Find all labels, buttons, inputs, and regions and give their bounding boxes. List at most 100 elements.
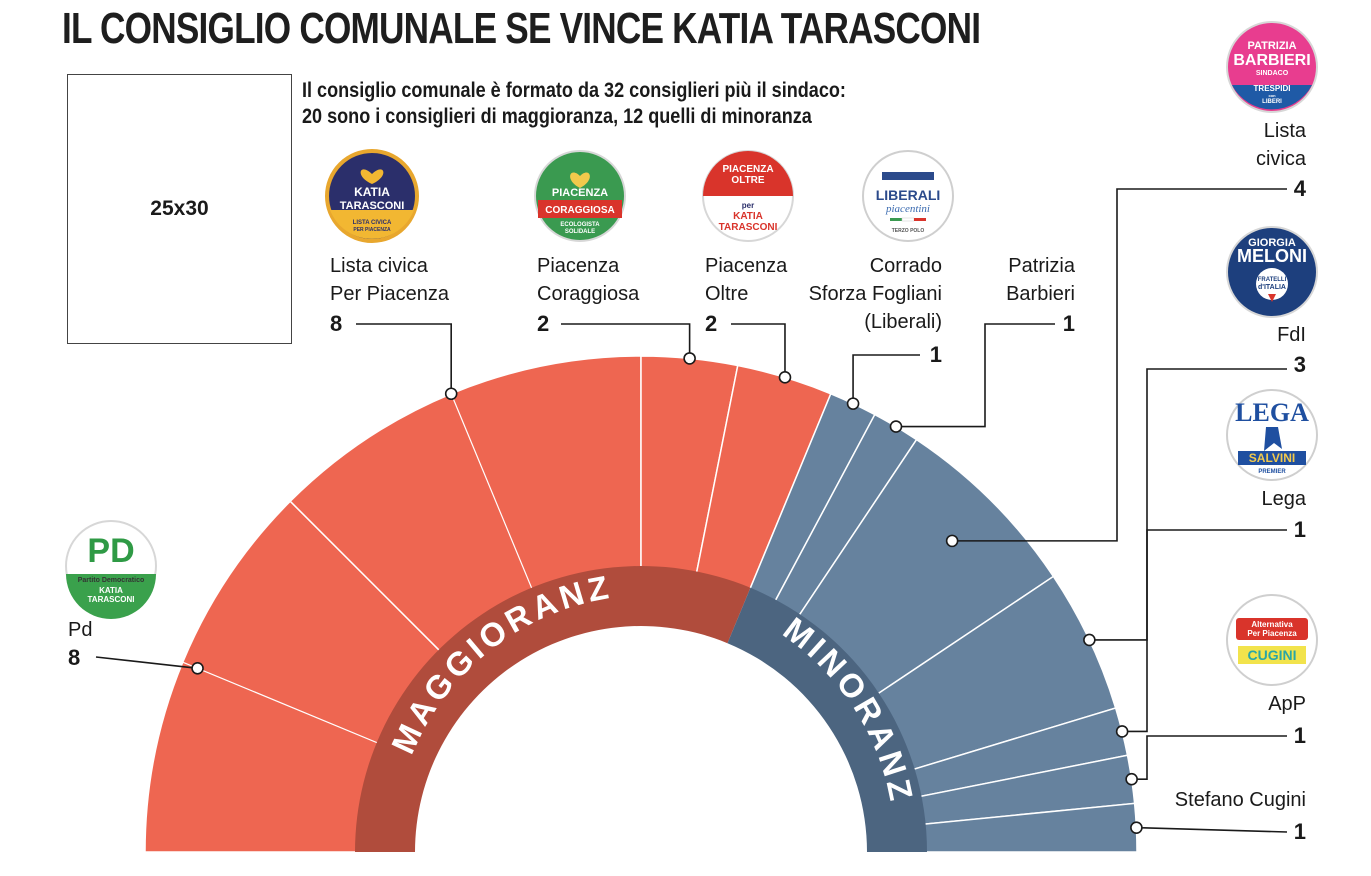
callout-line-2	[561, 323, 691, 359]
party-label-6-line-0: Lista	[1264, 120, 1307, 142]
party-label-4-line-1: Sforza Fogliani	[809, 283, 942, 305]
photo-placeholder: 25x30	[67, 74, 292, 344]
svg-text:PIACENZA: PIACENZA	[552, 187, 608, 199]
party-label-4-line-2: (Liberali)	[864, 311, 942, 333]
svg-text:OLTRE: OLTRE	[731, 175, 764, 186]
band-minority	[727, 587, 927, 852]
callout-line-0	[95, 656, 198, 670]
svg-text:SOLIDALE: SOLIDALE	[565, 229, 595, 235]
svg-text:LIBERI: LIBERI	[1262, 99, 1282, 105]
party-label-4-line-0: Corrado	[870, 255, 942, 277]
svg-text:TARASCONI: TARASCONI	[88, 595, 135, 604]
party-seats-1: 8	[330, 311, 342, 336]
party-label-10-line-0: Stefano Cugini	[1175, 789, 1306, 811]
callout-line-1	[356, 323, 452, 394]
callout-dot-10	[1130, 821, 1143, 834]
callout-line-4	[852, 354, 920, 404]
svg-text:CORAGGIOSA: CORAGGIOSA	[545, 205, 614, 216]
lega-logo: LEGA SALVINI PREMIER	[1226, 389, 1318, 481]
svg-text:PIACENZA: PIACENZA	[722, 164, 773, 175]
liberali-logo: LIBERALI piacentini TERZO POLO	[862, 150, 954, 242]
svg-text:CUGINI: CUGINI	[1248, 647, 1297, 663]
photo-placeholder-label: 25x30	[150, 197, 209, 220]
chart-subtitle: Il consiglio comunale è formato da 32 co…	[302, 78, 1007, 130]
callout-dot-9	[1125, 772, 1138, 786]
svg-text:BARBIERI: BARBIERI	[1233, 52, 1310, 69]
party-label-9-line-0: ApP	[1268, 693, 1306, 715]
callout-dot-8	[1115, 725, 1129, 738]
party-label-5-line-1: Barbieri	[1006, 283, 1075, 305]
party-seats-9: 1	[1294, 723, 1306, 748]
svg-text:per: per	[742, 201, 754, 210]
party-seats-5: 1	[1063, 311, 1075, 336]
callout-dot-7	[1083, 633, 1096, 647]
svg-text:TERZO POLO: TERZO POLO	[892, 228, 925, 234]
svg-text:SALVINI: SALVINI	[1249, 451, 1295, 465]
svg-text:ECOLOGISTA: ECOLOGISTA	[560, 222, 600, 228]
piacenza-oltre-logo: PIACENZA OLTRE per KATIA TARASCONI	[702, 150, 794, 242]
svg-text:TARASCONI: TARASCONI	[340, 200, 405, 212]
party-seats-2: 2	[537, 311, 549, 336]
app-logo: Alternativa Per Piacenza CUGINI	[1226, 594, 1318, 686]
callout-dot-5	[889, 420, 903, 433]
callout-dot-2	[683, 352, 696, 365]
party-label-1-line-1: Per Piacenza	[330, 283, 450, 305]
svg-text:KATIA: KATIA	[99, 586, 123, 595]
party-label-5-line-0: Patrizia	[1008, 255, 1076, 277]
svg-text:TARASCONI: TARASCONI	[719, 222, 778, 233]
svg-text:d'ITALIA: d'ITALIA	[1258, 284, 1286, 291]
svg-text:PD: PD	[87, 532, 134, 570]
callout-line-6	[952, 188, 1287, 542]
svg-text:LIBERALI: LIBERALI	[876, 187, 941, 203]
svg-text:PER PIACENZA: PER PIACENZA	[353, 227, 391, 233]
party-seats-8: 1	[1294, 517, 1306, 542]
party-label-2-line-1: Coraggiosa	[537, 283, 640, 305]
svg-text:Per Piacenza: Per Piacenza	[1247, 629, 1297, 638]
svg-text:KATIA: KATIA	[354, 185, 390, 199]
svg-text:KATIA: KATIA	[733, 211, 763, 222]
svg-text:SINDACO: SINDACO	[1256, 70, 1289, 77]
callout-dot-3	[778, 371, 792, 384]
svg-text:TRESPIDI: TRESPIDI	[1254, 84, 1291, 93]
party-seats-0: 8	[68, 645, 80, 670]
party-seats-7: 3	[1294, 352, 1306, 377]
callout-dot-6	[945, 534, 959, 548]
svg-text:Alternativa: Alternativa	[1251, 620, 1293, 629]
fdi-logo: GIORGIA MELONI FRATELLI d'ITALIA	[1226, 226, 1318, 318]
band-majority	[355, 566, 751, 852]
pd-logo: PD Partito Democratico KATIA TARASCONI	[65, 520, 157, 619]
callout-dot-4	[846, 397, 860, 410]
party-label-3-line-1: Oltre	[705, 283, 748, 305]
party-label-1-line-0: Lista civica	[330, 255, 429, 277]
svg-text:LEGA: LEGA	[1235, 398, 1309, 427]
katia-tarasconi-logo: KATIA TARASCONI LISTA CIVICA PER PIACENZ…	[325, 149, 419, 243]
subtitle-line-1: Il consiglio comunale è formato da 32 co…	[302, 79, 846, 102]
callout-line-10	[1136, 826, 1288, 833]
party-seats-3: 2	[705, 311, 717, 336]
party-seats-10: 1	[1294, 819, 1306, 844]
chart-title: IL CONSIGLIO COMUNALE SE VINCE KATIA TAR…	[62, 4, 981, 53]
callout-dot-0	[191, 662, 204, 675]
piacenza-coraggiosa-logo: PIACENZA CORAGGIOSA ECOLOGISTA SOLIDALE	[534, 150, 626, 242]
group-band	[355, 566, 927, 852]
callout-line-7	[1089, 368, 1287, 641]
svg-text:LISTA CIVICA: LISTA CIVICA	[353, 220, 392, 226]
svg-text:PATRIZIA: PATRIZIA	[1247, 40, 1296, 52]
callout-line-3	[731, 323, 786, 378]
svg-text:piacentini: piacentini	[885, 203, 930, 215]
party-label-7-line-0: FdI	[1277, 324, 1306, 346]
party-seats-4: 1	[930, 342, 942, 367]
svg-text:PREMIER: PREMIER	[1258, 469, 1286, 475]
svg-text:Partito Democratico: Partito Democratico	[78, 577, 145, 584]
party-label-6-line-1: civica	[1256, 148, 1307, 170]
svg-text:con: con	[1268, 93, 1276, 98]
svg-text:MELONI: MELONI	[1237, 246, 1307, 266]
party-seats-6: 4	[1294, 176, 1307, 201]
subtitle-line-2: 20 sono i consiglieri di maggioranza, 12…	[302, 105, 812, 128]
party-label-0-line-0: Pd	[68, 619, 92, 641]
party-labels: Pd 8 Lista civica Per Piacenza 8 Piacenza Cora…	[68, 120, 1307, 844]
callout-line-5	[895, 323, 1055, 428]
party-label-8-line-0: Lega	[1262, 488, 1307, 510]
party-label-3-line-0: Piacenza	[705, 255, 788, 277]
